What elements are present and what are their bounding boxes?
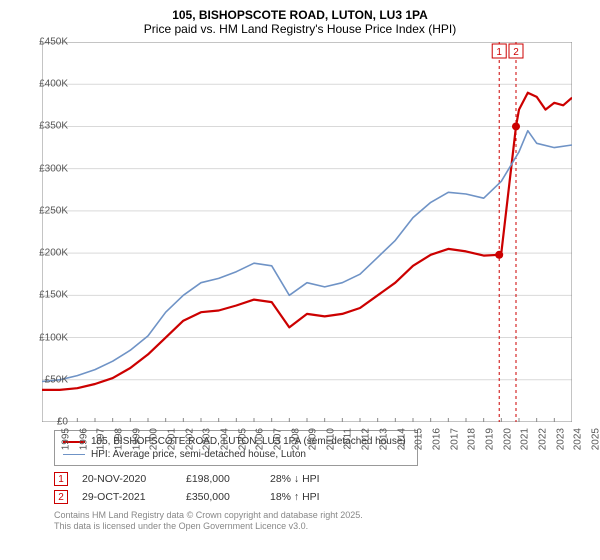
y-tick-label: £50K [45,374,68,385]
y-tick-label: £350K [39,121,68,132]
x-tick-label: 1996 [78,428,89,450]
y-tick-label: £200K [39,248,68,259]
x-tick-label: 2022 [537,428,548,450]
footnote: Contains HM Land Registry data © Crown c… [54,510,590,532]
y-tick-label: £100K [39,332,68,343]
x-tick-label: 2001 [166,428,177,450]
transaction-delta: 18% ↑ HPI [270,491,350,503]
x-tick-label: 2009 [308,428,319,450]
y-tick-label: £250K [39,205,68,216]
x-tick-label: 2018 [467,428,478,450]
x-tick-label: 1997 [96,428,107,450]
chart-container: 105, BISHOPSCOTE ROAD, LUTON, LU3 1PA Pr… [0,0,600,560]
x-tick-label: 2012 [361,428,372,450]
x-tick-label: 2015 [414,428,425,450]
x-tick-label: 2025 [590,428,600,450]
x-tick-label: 2000 [149,428,160,450]
transaction-price: £350,000 [186,491,256,503]
x-tick-label: 2021 [520,428,531,450]
x-tick-label: 2014 [396,428,407,450]
transaction-date: 20-NOV-2020 [82,473,172,485]
x-tick-label: 1998 [113,428,124,450]
x-tick-label: 2016 [431,428,442,450]
legend-swatch [63,454,85,455]
y-tick-label: £450K [39,37,68,48]
x-tick-label: 2013 [378,428,389,450]
transaction-delta: 28% ↓ HPI [270,473,350,485]
y-tick-label: £400K [39,79,68,90]
x-tick-label: 2020 [502,428,513,450]
x-tick-label: 2003 [202,428,213,450]
legend-label: HPI: Average price, semi-detached house,… [91,449,306,460]
svg-text:2: 2 [513,47,519,58]
transaction-row: 2 29-OCT-2021 £350,000 18% ↑ HPI [54,488,590,506]
x-tick-label: 1995 [60,428,71,450]
transaction-price: £198,000 [186,473,256,485]
x-tick-label: 2019 [484,428,495,450]
x-tick-label: 2023 [555,428,566,450]
x-tick-label: 2006 [255,428,266,450]
footnote-line2: This data is licensed under the Open Gov… [54,521,590,532]
x-tick-label: 2011 [342,428,353,450]
y-tick-label: £150K [39,290,68,301]
transaction-index-box: 1 [54,472,68,486]
x-tick-label: 2010 [325,428,336,450]
x-tick-label: 2004 [219,428,230,450]
transaction-row: 1 20-NOV-2020 £198,000 28% ↓ HPI [54,470,590,488]
x-tick-label: 2002 [184,428,195,450]
footnote-line1: Contains HM Land Registry data © Crown c… [54,510,590,521]
transaction-table: 1 20-NOV-2020 £198,000 28% ↓ HPI 2 29-OC… [54,470,590,506]
y-tick-label: £0 [57,417,68,428]
x-tick-label: 2017 [449,428,460,450]
x-tick-label: 2024 [573,428,584,450]
y-tick-label: £300K [39,163,68,174]
transaction-date: 29-OCT-2021 [82,491,172,503]
line-chart: 12 [42,42,572,422]
x-tick-label: 2007 [272,428,283,450]
svg-text:1: 1 [496,47,502,58]
transaction-index-box: 2 [54,490,68,504]
chart-title-line1: 105, BISHOPSCOTE ROAD, LUTON, LU3 1PA [10,8,590,22]
x-tick-label: 1999 [131,428,142,450]
chart-title-line2: Price paid vs. HM Land Registry's House … [10,22,590,36]
plot-area: 12 £0£50K£100K£150K£200K£250K£300K£350K£… [42,42,600,422]
x-tick-label: 2005 [237,428,248,450]
x-tick-label: 2008 [290,428,301,450]
